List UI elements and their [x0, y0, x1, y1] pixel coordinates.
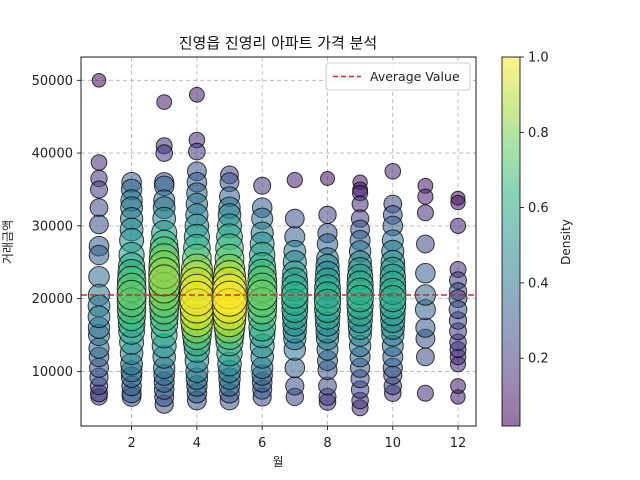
scatter-point — [285, 376, 305, 396]
scatter-point — [384, 163, 402, 180]
colorbar-tick-label: 1.0 — [528, 51, 549, 66]
scatter-point — [91, 73, 107, 88]
x-axis-ticks: 2 4 6 8 10 12 — [127, 426, 466, 451]
scatter-point — [284, 208, 305, 229]
y-axis-ticks: 10000 20000 30000 40000 50000 — [32, 74, 81, 380]
colorbar-label: Density — [559, 219, 573, 265]
chart-title: 진영읍 진영리 아파트 가격 분석 — [179, 34, 377, 52]
y-tick-label: 20000 — [32, 292, 73, 307]
scatter-point — [450, 194, 466, 211]
legend: Average Value — [325, 62, 471, 91]
scatter-point — [313, 288, 342, 316]
colorbar-tick-label: 0.4 — [528, 276, 549, 291]
legend-entry-average-value: Average Value — [370, 69, 460, 84]
x-tick-label: 2 — [127, 436, 135, 451]
scatter-point — [253, 176, 272, 195]
x-axis-label: 월 — [272, 455, 283, 469]
colorbar-ticks: 0.2 0.4 0.6 0.8 1.0 — [520, 51, 549, 367]
scatter-point — [89, 214, 109, 235]
scatter-point — [416, 384, 434, 402]
x-tick-label: 12 — [450, 436, 467, 451]
scatter-point — [284, 357, 306, 379]
colorbar-tick-label: 0.8 — [528, 126, 549, 141]
y-tick-label: 10000 — [32, 365, 73, 380]
scatter-point — [211, 280, 248, 317]
scatter-point — [156, 94, 173, 110]
colorbar-tick-label: 0.2 — [528, 352, 549, 367]
data-points — [87, 73, 468, 417]
x-tick-label: 6 — [258, 436, 266, 451]
scatter-point — [346, 284, 374, 313]
scatter-point — [320, 171, 335, 186]
scatter-point — [89, 198, 109, 218]
scatter-point — [179, 280, 215, 317]
scatter-point — [148, 264, 181, 297]
scatter-point — [415, 317, 436, 338]
scatter-point — [281, 281, 309, 309]
colorbar-tick-label: 0.6 — [528, 201, 549, 216]
scatter-point — [90, 180, 108, 199]
scatter-point — [449, 217, 467, 234]
x-tick-label: 10 — [384, 436, 401, 451]
scatter-point — [416, 347, 435, 367]
y-axis-label: 거래금액 — [1, 220, 15, 264]
legend-box — [325, 62, 471, 91]
scatter-point — [416, 234, 435, 254]
scatter-point — [88, 244, 110, 266]
scatter-point — [448, 300, 468, 320]
scatter-point — [155, 144, 173, 162]
scatter-point — [188, 142, 206, 161]
y-tick-label: 50000 — [32, 74, 73, 89]
x-tick-label: 4 — [193, 436, 201, 451]
scatter-point — [286, 171, 303, 189]
scatter-point — [379, 285, 407, 313]
scatter-point — [415, 262, 436, 284]
scatter-point — [189, 86, 205, 103]
x-tick-label: 8 — [323, 436, 331, 451]
colorbar: 0.2 0.4 0.6 0.8 1.0 Density — [501, 51, 573, 427]
scatter-point — [90, 154, 108, 171]
scatter-point — [416, 204, 434, 222]
scatter-point — [450, 378, 466, 394]
scatter-point — [318, 205, 337, 225]
y-tick-label: 40000 — [32, 147, 73, 162]
y-tick-label: 30000 — [32, 219, 73, 234]
scatter-point — [417, 188, 434, 205]
plot-frame — [80, 56, 477, 427]
scatter-point — [87, 305, 111, 329]
colorbar-gradient — [501, 56, 521, 427]
